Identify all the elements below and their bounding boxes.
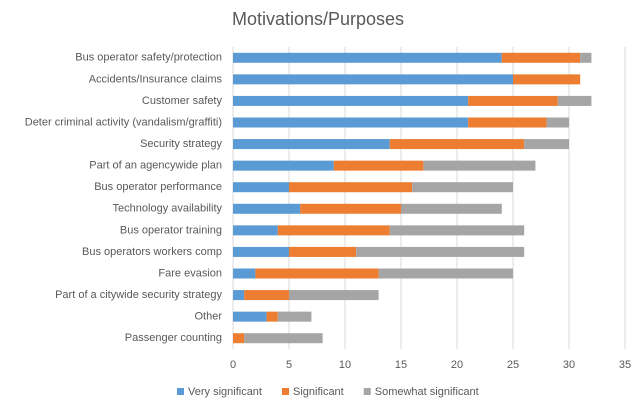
bar-segment (233, 225, 278, 236)
y-tick-label: Bus operator performance (94, 181, 222, 193)
x-tick-label: 30 (563, 359, 575, 371)
bar-segment (233, 203, 301, 214)
y-tick-label: Bus operator safety/protection (75, 52, 222, 64)
bar-segment (389, 225, 525, 236)
bar-segment (289, 290, 379, 301)
bar-segment (423, 160, 536, 171)
legend-swatch (363, 388, 371, 395)
x-tick-label: 0 (230, 359, 236, 371)
bar-segment (513, 74, 581, 85)
bar-segment (233, 290, 245, 301)
x-tick-label: 15 (395, 359, 407, 371)
y-tick-label: Customer safety (142, 95, 223, 107)
legend-label: Very significant (188, 386, 262, 398)
bar-segment (546, 117, 569, 128)
bar-segment (244, 290, 289, 301)
y-tick-label: Fare evasion (158, 267, 222, 279)
bar-segment (580, 52, 592, 63)
bar-segment (233, 246, 289, 257)
bar-segment (389, 139, 525, 150)
bar-segment (289, 182, 413, 193)
bar-segment (289, 246, 357, 257)
bar-segment (255, 268, 379, 279)
legend-label: Somewhat significant (375, 386, 479, 398)
y-tick-label: Bus operators workers comp (82, 246, 222, 258)
bar-segment (233, 117, 469, 128)
bar-segment (300, 203, 401, 214)
bar-segment (266, 311, 278, 322)
y-tick-label: Other (194, 311, 222, 323)
bar-segment (468, 95, 558, 106)
bar-segment (244, 333, 323, 344)
bar-segment (356, 246, 525, 257)
y-tick-label: Part of a citywide security strategy (55, 289, 222, 301)
y-tick-label: Deter criminal activity (vandalism/graff… (25, 116, 222, 128)
legend-swatch (281, 388, 289, 395)
x-tick-label: 5 (286, 359, 292, 371)
bar-segment (233, 333, 245, 344)
bar-segment (468, 117, 547, 128)
y-tick-label: Passenger counting (125, 332, 222, 344)
bar-segment (233, 182, 289, 193)
bar-segment (412, 182, 513, 193)
x-tick-label: 10 (339, 359, 351, 371)
y-tick-label: Technology availability (113, 203, 223, 215)
bar-segment (233, 139, 390, 150)
bar-segment (233, 268, 256, 279)
y-tick-label: Part of an agencywide plan (89, 160, 222, 172)
bar-segment (524, 139, 569, 150)
x-tick-label: 35 (619, 359, 631, 371)
bar-segment (501, 52, 581, 63)
bar-segment (233, 311, 267, 322)
bar-segment (333, 160, 424, 171)
bar-segment (277, 225, 390, 236)
y-tick-label: Bus operator training (120, 224, 222, 236)
legend-swatch (177, 388, 184, 395)
bar-segment (277, 311, 312, 322)
bar-segment (233, 74, 513, 85)
bar-segment (233, 52, 502, 63)
bar-segment (557, 95, 592, 106)
x-tick-label: 25 (507, 359, 519, 371)
x-tick-label: 20 (451, 359, 463, 371)
y-tick-label: Accidents/Insurance claims (89, 73, 223, 85)
bar-segment (233, 95, 469, 106)
bar-segment (401, 203, 502, 214)
bar-segment (233, 160, 334, 171)
chart-title: Motivations/Purposes (232, 9, 404, 29)
bar-segment (378, 268, 513, 279)
y-tick-label: Security strategy (140, 138, 222, 150)
legend-label: Significant (293, 386, 344, 398)
